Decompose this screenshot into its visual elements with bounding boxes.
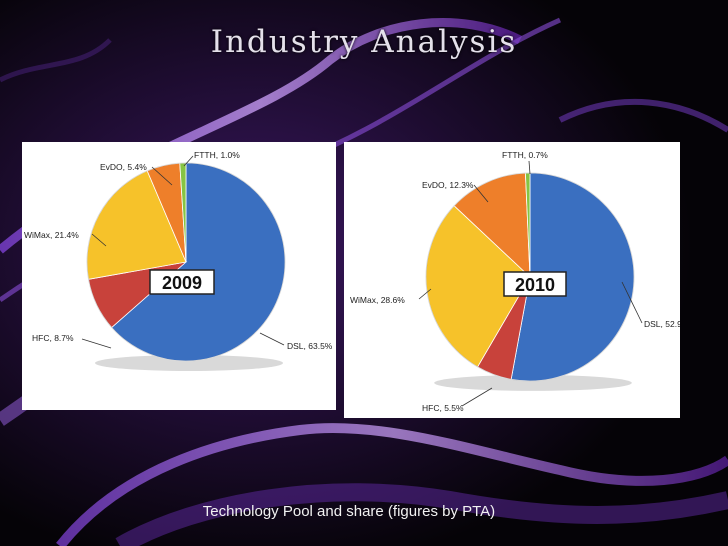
slide-title: Industry Analysis [210,24,518,60]
chart-panel-2009: 2009 DSL, 63.5% HFC, 8.7% WiMax, 21.4% EvDO,… [22,142,336,410]
leader-line [81,338,112,349]
leader-line [621,281,643,324]
pie-shadow [94,355,284,372]
data-label-evdo: EvDO, 12.3% [422,180,474,190]
pie-chart-2010: 2010 DSL, 52.9% HFC, 5.5% WiMax, 28.6% EvDO,… [350,150,680,413]
pie-slice-evdo [453,172,531,278]
pie-slice-wimax [86,170,187,280]
leader-line [418,288,432,300]
data-label-ftth: FTTH, 0.7% [502,150,548,160]
pie-outline [86,162,286,362]
pie-chart-2009: 2009 DSL, 63.5% HFC, 8.7% WiMax, 21.4% EvDO,… [24,150,333,372]
slide-caption: Technology Pool and share (figures by PT… [202,503,496,520]
data-label-dsl: DSL, 52.9% [644,319,680,329]
data-label-evdo: EvDO, 5.4% [100,162,147,172]
leader-line [473,184,489,203]
data-label-wimax: WiMax, 21.4% [24,230,79,240]
data-label-ftth: FTTH, 1.0% [194,150,240,160]
pie-slice-ftth [179,162,187,263]
leader-line [151,166,173,186]
chart-year-label: 2009 [162,273,202,293]
data-label-wimax: WiMax, 28.6% [350,295,405,305]
leader-line [91,233,107,247]
leader-line [259,332,285,346]
chart-year-label: 2010 [515,275,555,295]
data-label-hfc: HFC, 5.5% [422,403,464,413]
data-label-hfc: HFC, 8.7% [32,333,74,343]
pie-shadow [434,374,632,391]
leader-line [461,387,493,407]
leader-line [528,160,531,175]
pie-slice-dsl [510,172,635,382]
year-box [149,269,215,295]
chart-panel-2010: 2010 DSL, 52.9% HFC, 5.5% WiMax, 28.6% EvDO,… [344,142,680,418]
year-box [503,271,567,297]
data-label-dsl: DSL, 63.5% [287,341,333,351]
pie-slice-dsl [111,162,286,362]
leader-line [183,155,194,167]
